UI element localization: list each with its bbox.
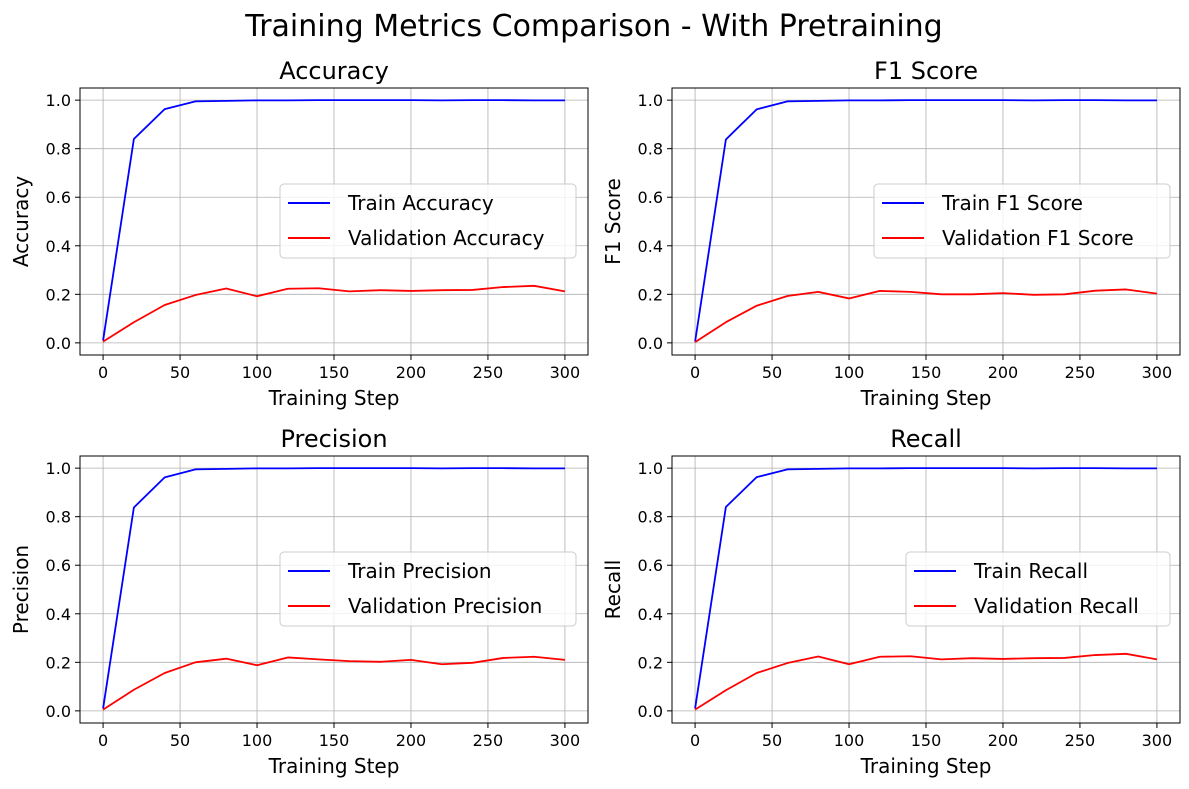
x-tick-label: 200: [396, 731, 427, 750]
x-tick-label: 100: [242, 731, 273, 750]
y-tick-label: 0.8: [638, 140, 663, 159]
legend-label: Validation Accuracy: [348, 226, 545, 250]
x-tick-label: 250: [473, 731, 504, 750]
series-line-validation: [694, 652, 1158, 711]
x-tick-label: 100: [834, 731, 865, 750]
x-tick-label: 150: [319, 363, 350, 382]
x-tick-label: 250: [473, 363, 504, 382]
legend-label: Train Precision: [347, 559, 492, 583]
legend-box: [905, 551, 1171, 627]
y-tick-label: 0.8: [46, 508, 71, 527]
y-tick-label: 0.4: [46, 237, 71, 256]
y-tick-label: 0.8: [638, 508, 663, 527]
legend-box: [873, 183, 1171, 259]
y-axis-label: Recall: [601, 560, 625, 620]
x-tick-label: 200: [988, 731, 1019, 750]
y-tick-label: 1.0: [638, 459, 663, 478]
y-tick-label: 0.0: [638, 334, 663, 353]
y-tick-label: 1.0: [46, 459, 71, 478]
x-tick-label: 100: [242, 363, 273, 382]
x-tick-label: 0: [98, 363, 108, 382]
legend: Train Accuracy Validation Accuracy: [279, 183, 577, 259]
x-tick-label: 150: [319, 731, 350, 750]
series-line-train: [102, 99, 565, 341]
legend-label: Validation Precision: [348, 594, 542, 618]
y-axis-label: Accuracy: [9, 176, 33, 267]
x-tick-label: 0: [690, 363, 700, 382]
chart-panel-2: 0 50 100 150 200 250 300 0.0 0.2 0.4 0.6 0.8 1.0 F1 S…: [601, 57, 1181, 410]
legend-label: Train Accuracy: [347, 191, 494, 215]
chart-title: Precision: [280, 425, 387, 453]
chart-title: F1 Score: [874, 57, 978, 85]
legend-label: Validation F1 Score: [942, 226, 1134, 250]
y-tick-label: 0.0: [638, 702, 663, 721]
legend: Train Recall Validation Recall: [905, 551, 1171, 627]
series-line-validation: [102, 284, 566, 343]
series-line-train: [102, 467, 565, 709]
chart-panel-1: 0 50 100 150 200 250 300 0.0 0.2 0.4 0.6 0.8 1.0 Accu…: [9, 57, 589, 410]
chart-title: Recall: [890, 425, 962, 453]
figure-title: Training Metrics Comparison - With Pretr…: [244, 9, 942, 44]
x-tick-label: 0: [98, 731, 108, 750]
x-tick-label: 150: [911, 363, 942, 382]
y-tick-label: 0.4: [46, 605, 71, 624]
y-tick-label: 0.6: [46, 188, 71, 207]
legend-label: Train F1 Score: [941, 191, 1083, 215]
legend-label: Validation Recall: [974, 594, 1139, 618]
axes-frame: [79, 455, 589, 724]
x-axis-label: Training Step: [860, 386, 992, 410]
x-axis-label: Training Step: [860, 754, 992, 778]
y-tick-label: 0.0: [46, 702, 71, 721]
x-tick-label: 50: [762, 363, 782, 382]
legend: Train F1 Score Validation F1 Score: [873, 183, 1171, 259]
x-axis-label: Training Step: [268, 386, 400, 410]
chart-panel-3: 0 50 100 150 200 250 300 0.0 0.2 0.4 0.6 0.8 1.0 Prec…: [9, 425, 589, 778]
series-line-validation: [102, 655, 566, 711]
y-tick-label: 0.6: [638, 556, 663, 575]
x-tick-label: 300: [1142, 731, 1173, 750]
y-tick-label: 0.6: [46, 556, 71, 575]
x-tick-label: 100: [834, 363, 865, 382]
legend-label: Train Recall: [973, 559, 1088, 583]
y-tick-label: 0.0: [46, 334, 71, 353]
legend-box: [279, 183, 577, 259]
y-tick-label: 1.0: [638, 91, 663, 110]
y-tick-label: 0.2: [638, 285, 663, 304]
x-tick-label: 50: [170, 731, 190, 750]
x-tick-label: 300: [1142, 363, 1173, 382]
x-tick-label: 50: [170, 363, 190, 382]
chart-title: Accuracy: [279, 57, 389, 85]
chart-panel-4: 0 50 100 150 200 250 300 0.0 0.2 0.4 0.6 0.8 1.0 Reca…: [601, 425, 1181, 778]
y-tick-label: 0.2: [638, 653, 663, 672]
legend-box: [279, 551, 577, 627]
x-tick-label: 200: [988, 363, 1019, 382]
x-tick-label: 250: [1065, 363, 1096, 382]
y-tick-label: 0.2: [46, 653, 71, 672]
x-tick-label: 150: [911, 731, 942, 750]
y-tick-label: 0.6: [638, 188, 663, 207]
axes-frame: [79, 87, 589, 356]
y-tick-label: 1.0: [46, 91, 71, 110]
series-line-train: [694, 99, 1157, 342]
x-axis-label: Training Step: [268, 754, 400, 778]
y-tick-label: 0.2: [46, 285, 71, 304]
x-tick-label: 50: [762, 731, 782, 750]
x-tick-label: 0: [690, 731, 700, 750]
legend: Train Precision Validation Precision: [279, 551, 577, 627]
axes-frame: [671, 87, 1181, 356]
series-line-validation: [694, 288, 1158, 343]
x-tick-label: 250: [1065, 731, 1096, 750]
x-tick-label: 300: [550, 363, 581, 382]
y-tick-label: 0.4: [638, 237, 663, 256]
y-tick-label: 0.8: [46, 140, 71, 159]
axes-frame: [671, 455, 1181, 724]
y-tick-label: 0.4: [638, 605, 663, 624]
series-line-train: [694, 467, 1157, 709]
x-tick-label: 200: [396, 363, 427, 382]
y-axis-label: Precision: [9, 545, 33, 634]
x-tick-label: 300: [550, 731, 581, 750]
y-axis-label: F1 Score: [601, 178, 625, 265]
